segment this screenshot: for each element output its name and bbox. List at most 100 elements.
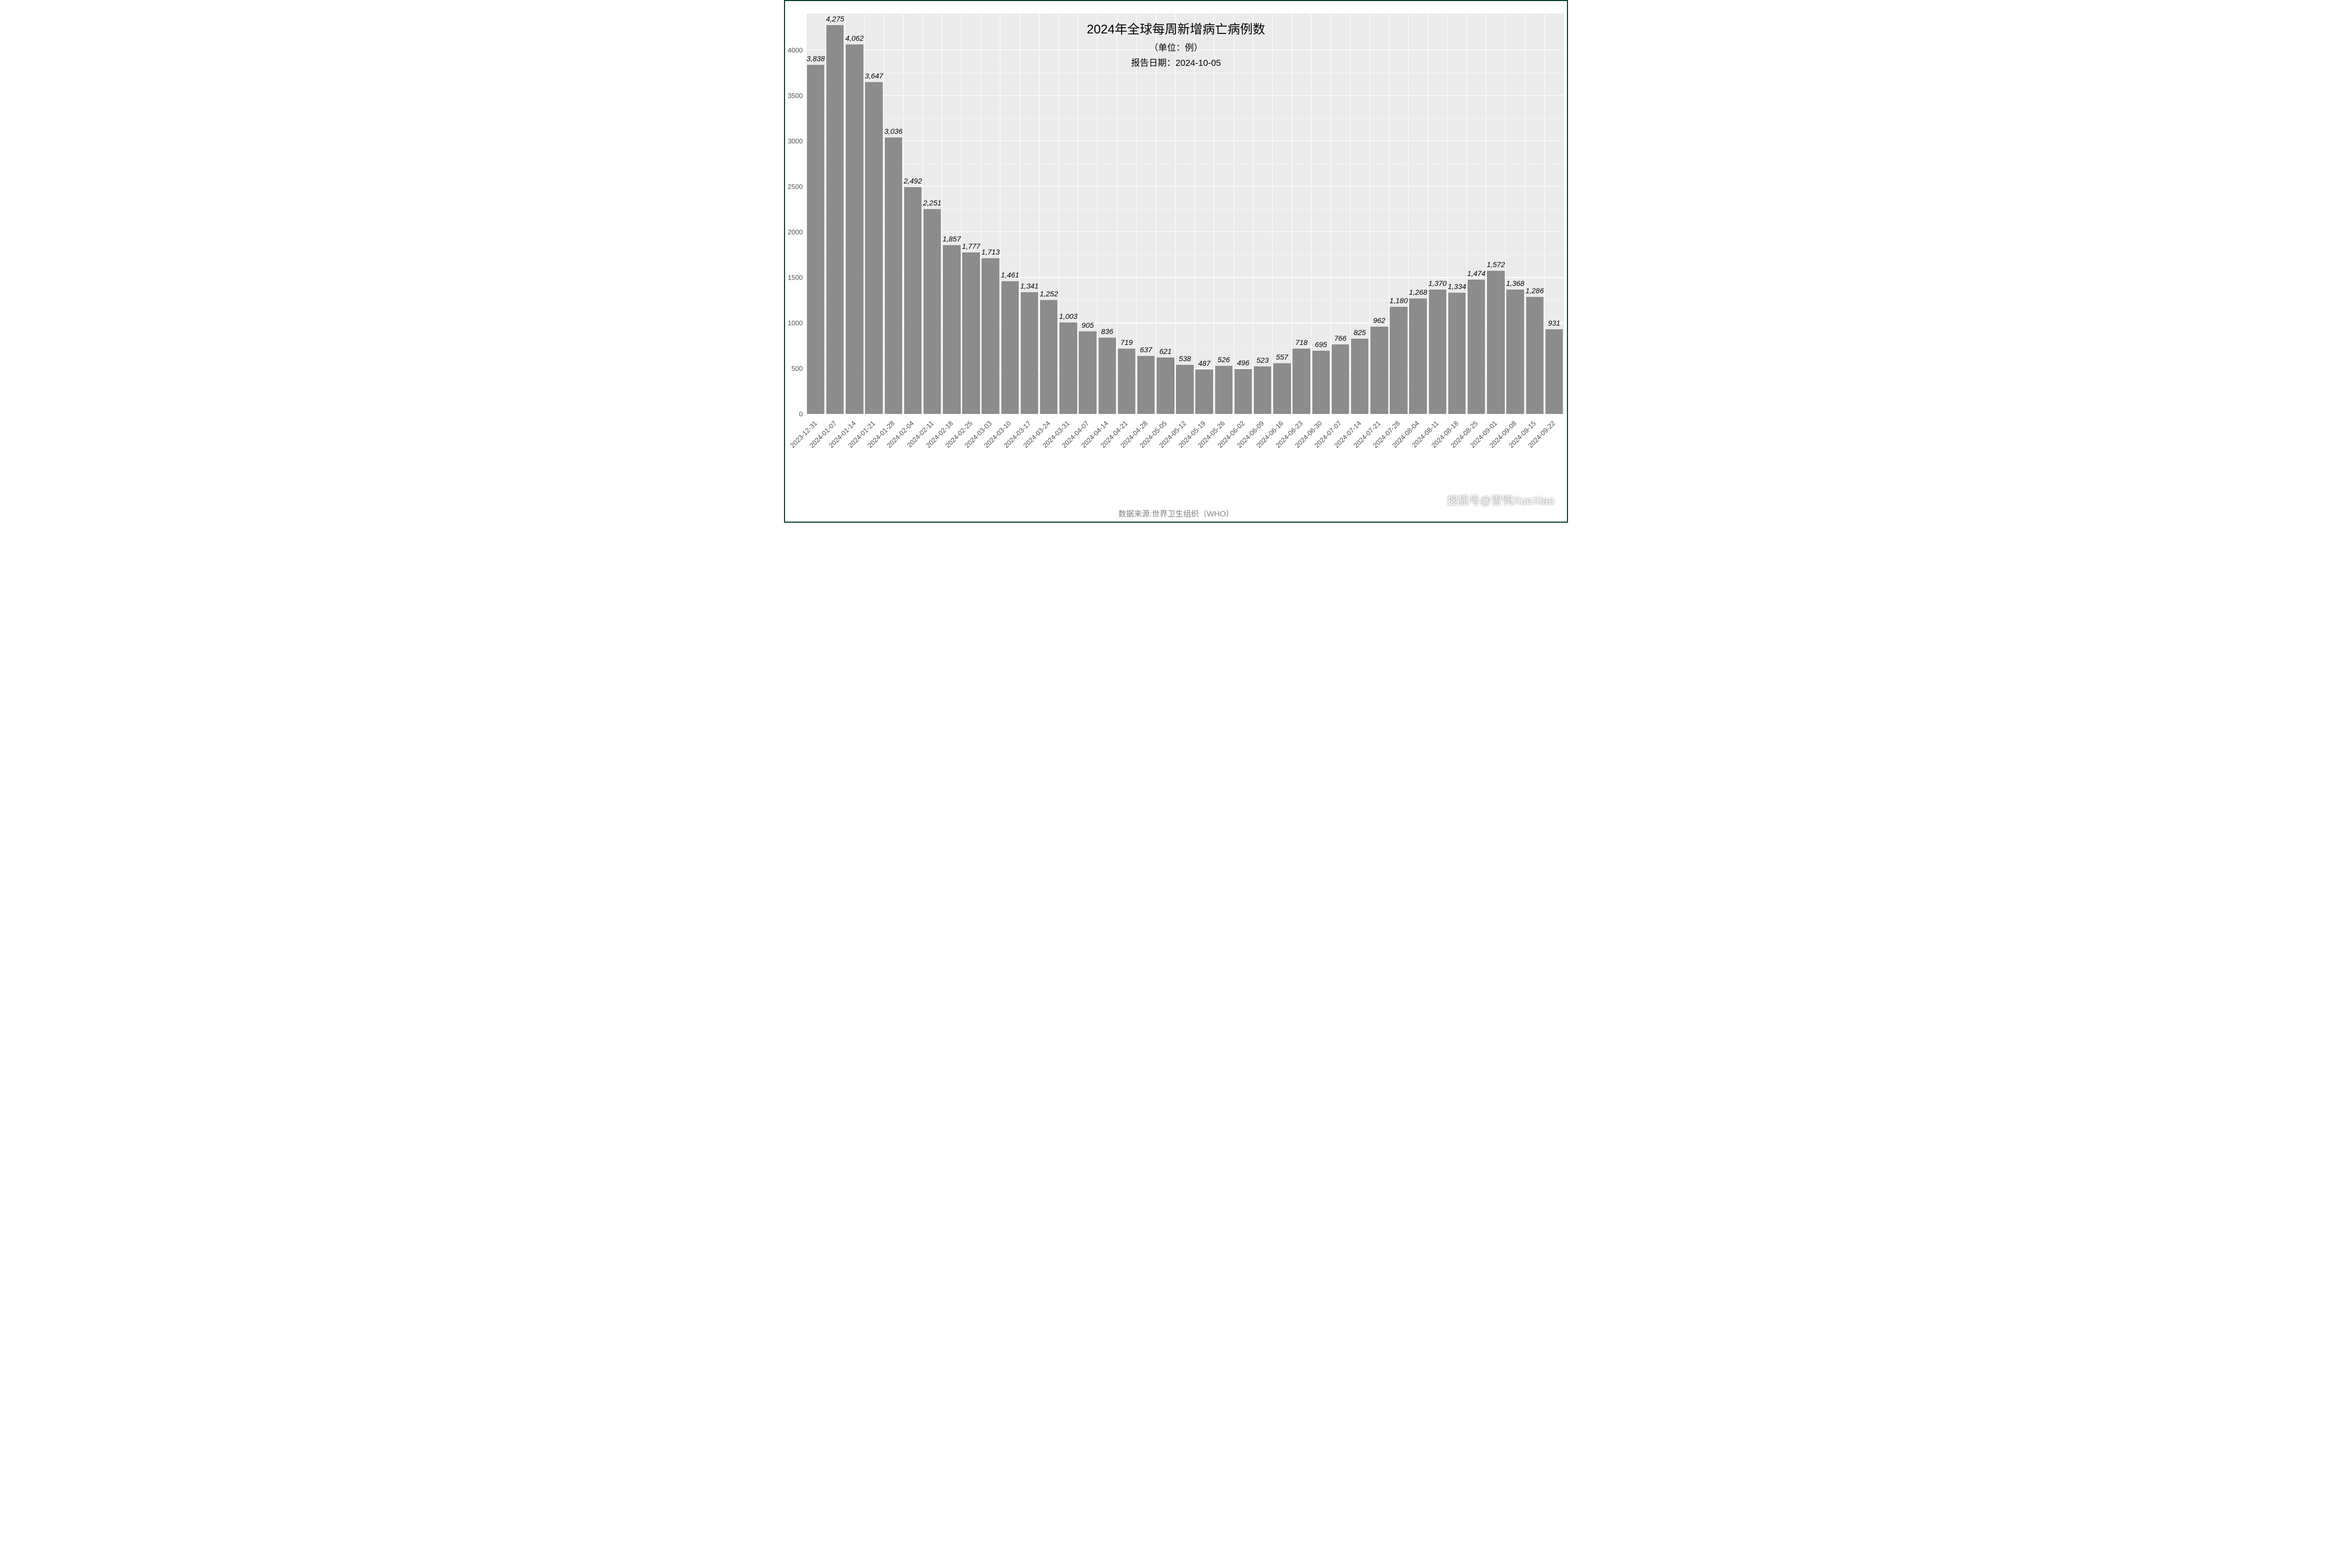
bar-value-label: 1,857 [942,235,961,243]
grid-line-vertical [903,14,904,414]
bar-value-label: 2,251 [923,199,941,207]
bar [1215,366,1232,414]
ytick-label: 500 [771,364,803,372]
bar-value-label: 905 [1081,321,1093,329]
bar-value-label: 1,370 [1428,279,1447,287]
bar [885,137,902,414]
bar-value-label: 1,474 [1467,269,1485,278]
bar [962,252,979,414]
ytick-label: 2000 [771,228,803,236]
bar-value-label: 523 [1256,356,1269,364]
bar [865,82,882,414]
bar-value-label: 825 [1354,328,1366,337]
bar [1059,322,1077,414]
grid-line-vertical [825,14,826,414]
bar-value-label: 836 [1101,327,1113,336]
bar-value-label: 557 [1276,353,1288,361]
chart-caption: 数据来源:世界卫生组织（WHO） [785,508,1567,519]
bar-value-label: 637 [1140,345,1152,354]
bar-value-label: 526 [1218,355,1230,364]
ytick-label: 0 [771,410,803,418]
grid-line-vertical [1408,14,1409,414]
bar [1157,358,1174,414]
bar [1273,363,1290,414]
grid-line-vertical [1447,14,1448,414]
grid-line-vertical [1350,14,1351,414]
bar [904,187,921,414]
bar [1332,344,1349,414]
grid-line-vertical [1233,14,1234,414]
ytick-label: 1500 [771,273,803,281]
grid-line-vertical [1039,14,1040,414]
bar-value-label: 718 [1295,338,1307,347]
bar-value-label: 1,572 [1486,260,1505,269]
watermark-text: 搜狐号@雪鸮XueXiao [1447,492,1554,508]
bar-value-label: 1,368 [1506,279,1525,287]
bar-value-label: 1,180 [1389,296,1408,305]
ytick-label: 1000 [771,319,803,327]
bar [1176,365,1193,414]
bar-value-label: 1,777 [962,242,980,250]
bar [1468,280,1485,414]
bar-value-label: 1,341 [1020,282,1039,290]
grid-line-vertical [1272,14,1273,414]
bar [1409,298,1426,414]
bar-value-label: 766 [1334,334,1346,342]
bar [1487,271,1504,414]
bar [982,258,999,414]
bar-value-label: 538 [1179,354,1191,363]
bar-value-label: 931 [1548,319,1560,327]
grid-line-vertical [883,14,884,414]
bar [1312,351,1330,414]
bar-value-label: 962 [1373,316,1385,325]
bar [826,25,844,414]
bar-value-label: 3,647 [865,72,883,80]
chart-subtitle-date: 报告日期：2024-10-05 [785,55,1567,68]
bar [1235,369,1252,414]
chart-frame: 050010001500200025003000350040003,8384,2… [784,0,1568,523]
grid-line-horizontal-minor [806,118,1564,119]
bar [1254,366,1271,414]
grid-line-vertical [961,14,962,414]
bar [1370,327,1388,414]
grid-line-vertical [1505,14,1506,414]
plot-area: 050010001500200025003000350040003,8384,2… [806,14,1564,414]
bar-value-label: 2,492 [904,177,922,185]
bar-value-label: 1,252 [1040,290,1058,298]
bar [1001,281,1019,414]
bar [1448,293,1466,414]
bar [943,245,960,414]
grid-line-vertical [1136,14,1137,414]
bar [807,65,824,414]
bar [924,209,941,414]
ytick-label: 3500 [771,91,803,99]
chart-title: 2024年全球每周新增病亡病例数 [785,19,1567,37]
bar [1079,331,1096,414]
grid-line-vertical [1194,14,1195,414]
bar [1546,329,1563,414]
bar [1390,307,1407,414]
bar-value-label: 496 [1237,359,1249,367]
bar [1099,338,1116,414]
bar [1351,339,1368,414]
bar [1506,290,1524,414]
ytick-label: 3000 [771,137,803,145]
bar-value-label: 487 [1198,359,1210,367]
bar [1429,290,1446,414]
bar-value-label: 1,334 [1448,282,1466,291]
bar-value-label: 621 [1159,347,1171,355]
ytick-label: 2500 [771,182,803,190]
bar-value-label: 1,713 [982,248,1000,256]
bar [1195,370,1213,414]
bar [1293,349,1310,414]
bar [846,44,863,414]
bar-value-label: 1,286 [1526,286,1544,295]
bar [1526,297,1543,414]
bar-value-label: 719 [1121,338,1133,347]
chart-subtitle-unit: （单位：例） [785,40,1567,53]
bar [1137,356,1155,414]
bar [1021,292,1038,414]
bar-value-label: 3,036 [884,127,903,135]
grid-line-vertical [1058,14,1059,414]
grid-line-vertical [1427,14,1428,414]
